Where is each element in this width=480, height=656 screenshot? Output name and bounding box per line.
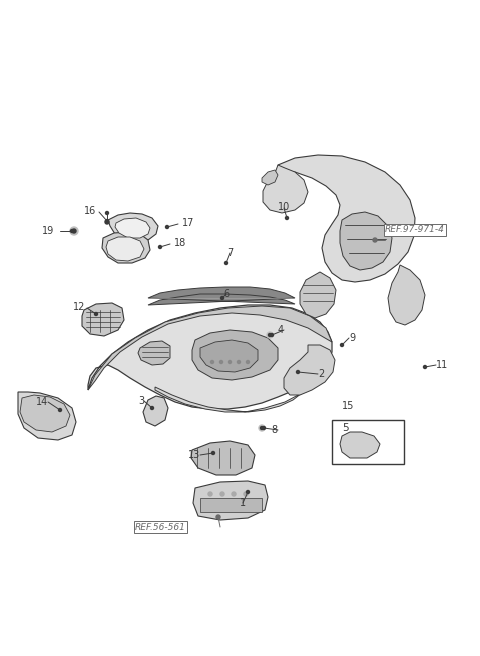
Circle shape: [247, 491, 250, 493]
Polygon shape: [192, 330, 278, 380]
Text: 12: 12: [72, 302, 85, 312]
Polygon shape: [138, 341, 170, 365]
Circle shape: [70, 227, 78, 235]
Polygon shape: [143, 396, 168, 426]
Circle shape: [216, 515, 220, 519]
Polygon shape: [263, 165, 308, 213]
Text: 4: 4: [278, 325, 284, 335]
Circle shape: [208, 492, 212, 496]
Circle shape: [244, 492, 248, 496]
Text: 16: 16: [84, 206, 96, 216]
Text: 18: 18: [174, 238, 186, 248]
Circle shape: [373, 238, 377, 242]
Circle shape: [212, 451, 215, 455]
Text: 10: 10: [278, 202, 290, 212]
Text: 14: 14: [36, 397, 48, 407]
Polygon shape: [284, 345, 335, 395]
Bar: [200, 498, 262, 512]
Text: 2: 2: [318, 369, 324, 379]
Circle shape: [261, 426, 264, 430]
Polygon shape: [200, 340, 258, 372]
Circle shape: [286, 216, 288, 220]
Circle shape: [211, 361, 214, 363]
Circle shape: [225, 262, 228, 264]
Text: 7: 7: [227, 248, 233, 258]
Text: 13: 13: [188, 450, 200, 460]
Circle shape: [71, 230, 73, 232]
Circle shape: [297, 371, 300, 373]
Polygon shape: [102, 232, 150, 263]
Text: 17: 17: [182, 218, 194, 228]
Text: 19: 19: [42, 226, 54, 236]
Circle shape: [423, 365, 427, 369]
Circle shape: [106, 211, 108, 215]
Polygon shape: [115, 218, 150, 238]
Text: 1: 1: [240, 498, 246, 508]
Text: 11: 11: [436, 360, 448, 370]
Polygon shape: [340, 432, 380, 458]
Text: REF.97-971-4: REF.97-971-4: [385, 226, 445, 234]
Circle shape: [105, 220, 109, 224]
Polygon shape: [388, 265, 425, 325]
Polygon shape: [82, 303, 124, 336]
Circle shape: [271, 333, 274, 337]
Bar: [332, 420, 404, 464]
Text: 9: 9: [349, 333, 355, 343]
Text: 5: 5: [342, 423, 348, 433]
Circle shape: [267, 332, 273, 338]
Circle shape: [232, 492, 236, 496]
Circle shape: [220, 297, 224, 300]
Circle shape: [247, 361, 250, 363]
Circle shape: [268, 333, 272, 337]
Circle shape: [59, 409, 61, 411]
Circle shape: [238, 361, 240, 363]
Circle shape: [220, 492, 224, 496]
Polygon shape: [20, 395, 70, 432]
Polygon shape: [155, 386, 310, 412]
Polygon shape: [340, 212, 392, 270]
Polygon shape: [88, 305, 332, 409]
Polygon shape: [106, 237, 144, 261]
Circle shape: [263, 426, 265, 430]
Polygon shape: [300, 272, 336, 318]
Text: 6: 6: [223, 289, 229, 299]
Circle shape: [166, 226, 168, 228]
Text: 8: 8: [272, 425, 278, 435]
Circle shape: [106, 220, 108, 222]
Polygon shape: [88, 306, 332, 390]
Circle shape: [228, 361, 231, 363]
Text: 15: 15: [342, 401, 354, 411]
Polygon shape: [108, 213, 158, 242]
Polygon shape: [193, 481, 268, 520]
Text: 3: 3: [138, 396, 144, 406]
Circle shape: [158, 245, 161, 249]
Circle shape: [151, 407, 154, 409]
Circle shape: [95, 312, 97, 316]
Circle shape: [72, 229, 76, 233]
Circle shape: [219, 361, 223, 363]
Polygon shape: [18, 392, 76, 440]
Text: REF.56-561: REF.56-561: [135, 522, 186, 531]
Circle shape: [259, 425, 265, 431]
Polygon shape: [191, 441, 255, 475]
Circle shape: [340, 344, 344, 346]
Polygon shape: [278, 155, 415, 282]
Polygon shape: [148, 287, 295, 305]
Polygon shape: [262, 170, 278, 185]
